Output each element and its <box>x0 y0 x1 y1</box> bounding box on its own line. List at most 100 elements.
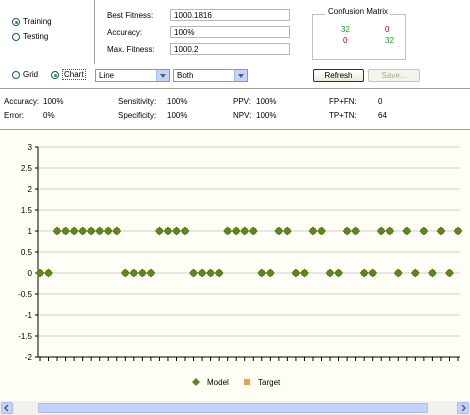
scroll-right-button[interactable] <box>457 402 469 414</box>
model-point <box>317 226 326 236</box>
model-point <box>146 268 156 278</box>
y-tick-label: 1.5 <box>21 206 33 215</box>
model-point <box>368 268 378 278</box>
stat-error-label: Error: <box>4 111 24 120</box>
training-radio-indicator[interactable] <box>12 17 20 26</box>
cm-false-negative: 0 <box>343 36 348 45</box>
chart-type-select[interactable]: Line <box>95 69 170 82</box>
model-point <box>189 268 198 278</box>
grid-label: Grid <box>23 70 39 79</box>
model-point <box>351 226 361 236</box>
chart-area: 3 2.5 2 1.5 1 0.5 0 -0.5 -1 -1.5 -2 Model Target <box>0 130 470 401</box>
series-select-value: Both <box>177 71 194 80</box>
model-point <box>180 226 190 236</box>
model-point <box>265 268 275 278</box>
model-point <box>44 268 53 278</box>
stat-tptn-label: TP+TN: <box>329 111 357 120</box>
model-point <box>274 226 284 236</box>
model-point <box>206 268 216 278</box>
model-point <box>419 226 429 236</box>
save-button[interactable]: Save... <box>368 69 420 82</box>
chevron-down-icon[interactable] <box>234 70 247 81</box>
model-point <box>172 226 181 236</box>
model-point <box>197 268 207 278</box>
model-point <box>103 226 113 236</box>
y-tick-label: 3 <box>28 143 33 152</box>
accuracy-label: Accuracy: <box>107 28 143 37</box>
scroll-thumb[interactable] <box>38 403 428 413</box>
y-tick-label: -0.5 <box>18 290 32 299</box>
max-fitness-label: Max. Fitness: <box>107 45 155 54</box>
refresh-button[interactable]: Refresh <box>313 69 364 82</box>
model-point <box>231 226 241 236</box>
y-tick-label: 1 <box>28 227 33 236</box>
model-point <box>214 268 224 278</box>
accuracy-field[interactable]: 100% <box>170 26 290 38</box>
model-point <box>410 268 420 278</box>
model-point <box>282 226 292 236</box>
best-fitness-label: Best Fitness: <box>107 11 154 20</box>
model-point <box>52 226 62 236</box>
stat-sensitivity-label: Sensitivity: <box>118 97 157 106</box>
stat-fpfn-label: FP+FN: <box>329 97 357 106</box>
model-point <box>78 226 88 236</box>
horizontal-scrollbar[interactable] <box>0 401 470 415</box>
cm-true-positive: 32 <box>341 25 350 34</box>
model-point <box>342 226 352 236</box>
testing-radio[interactable]: Testing <box>12 32 48 41</box>
max-fitness-field[interactable]: 1000.2 <box>170 43 290 55</box>
model-point <box>163 226 173 236</box>
y-tick-label: -2 <box>25 353 33 362</box>
model-point <box>69 226 79 236</box>
model-point <box>402 226 412 236</box>
legend-target-label: Target <box>258 378 281 387</box>
confusion-matrix-title: Confusion Matrix <box>326 7 391 16</box>
stat-fpfn-value: 0 <box>378 97 383 106</box>
model-point <box>248 226 258 236</box>
chart-svg: 3 2.5 2 1.5 1 0.5 0 -0.5 -1 -1.5 -2 Model Target <box>18 143 463 387</box>
toolbar: Grid Chart Line Both Refresh Save... <box>0 64 470 89</box>
training-radio[interactable]: Training <box>12 17 52 26</box>
chart-label: Chart <box>62 69 86 80</box>
model-point <box>112 226 122 236</box>
model-point <box>376 226 386 236</box>
model-point <box>393 268 403 278</box>
legend-model-label: Model <box>207 378 229 387</box>
grid-radio-indicator[interactable] <box>12 70 20 79</box>
chevron-right-icon <box>461 404 467 412</box>
model-point <box>453 226 463 236</box>
stat-specificity-label: Specificity: <box>118 111 157 120</box>
stat-accuracy-value: 100% <box>43 97 64 106</box>
chevron-left-icon <box>3 404 9 412</box>
model-point <box>155 226 164 236</box>
chevron-down-icon[interactable] <box>156 70 169 81</box>
scroll-left-button[interactable] <box>1 402 13 414</box>
chart-type-value: Line <box>99 71 115 80</box>
stat-error-value: 0% <box>43 111 55 120</box>
model-point <box>436 226 446 236</box>
y-tick-label: -1.5 <box>18 332 32 341</box>
best-fitness-field[interactable]: 1000.1816 <box>170 9 290 21</box>
model-point <box>257 268 267 278</box>
model-point <box>325 268 335 278</box>
model-point <box>427 268 437 278</box>
testing-radio-indicator[interactable] <box>12 32 20 41</box>
stat-ppv-value: 100% <box>256 97 277 106</box>
chart-radio-indicator[interactable] <box>51 70 59 79</box>
stat-sensitivity-value: 100% <box>167 97 188 106</box>
model-point <box>129 268 139 278</box>
stat-ppv-label: PPV: <box>233 97 251 106</box>
stats-panel: Accuracy: 100% Error: 0% Sensitivity: 10… <box>0 89 470 130</box>
chart-radio[interactable]: Chart <box>51 69 86 80</box>
y-tick-label: 2 <box>28 185 33 194</box>
model-point <box>137 268 147 278</box>
top-panel: Training Testing Best Fitness: 1000.1816… <box>0 0 470 65</box>
stat-tptn-value: 64 <box>378 111 387 120</box>
y-tick-label: 0.5 <box>21 248 33 257</box>
series-select[interactable]: Both <box>173 69 248 82</box>
model-point <box>120 268 130 278</box>
model-point <box>291 268 301 278</box>
grid-radio[interactable]: Grid <box>12 70 38 79</box>
stat-specificity-value: 100% <box>167 111 188 120</box>
model-point <box>300 268 309 278</box>
